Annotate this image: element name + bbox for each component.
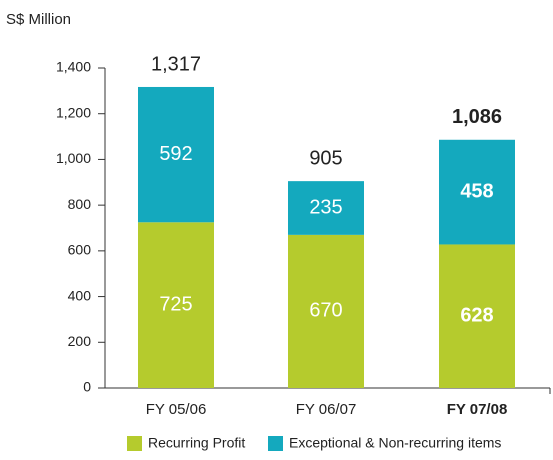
total-label: 905 — [309, 147, 342, 169]
value-label: 235 — [309, 196, 342, 218]
value-label: 725 — [159, 293, 192, 315]
legend-label: Exceptional & Non-recurring items — [289, 435, 501, 451]
legend-label: Recurring Profit — [148, 435, 245, 451]
bar-segment — [288, 234, 364, 388]
y-tick-label: 600 — [68, 242, 92, 258]
value-label: 628 — [460, 305, 493, 327]
value-label: 670 — [309, 300, 342, 322]
value-label: 592 — [159, 143, 192, 165]
y-tick-label: 1,000 — [56, 150, 91, 166]
bar-segment — [439, 244, 515, 388]
y-tick-label: 0 — [83, 379, 91, 395]
y-axis-label: S$ Million — [6, 11, 71, 28]
x-tick-label: FY 05/06 — [146, 401, 207, 418]
y-tick-label: 800 — [68, 196, 92, 212]
legend-swatch — [127, 436, 142, 451]
legend-swatch — [268, 436, 283, 451]
x-tick-label: FY 07/08 — [447, 401, 508, 418]
total-label: 1,317 — [151, 53, 201, 75]
total-label: 1,086 — [452, 106, 502, 128]
x-tick-label: FY 06/07 — [296, 401, 357, 418]
bar-segment — [439, 139, 515, 245]
y-tick-label: 1,400 — [56, 59, 91, 75]
y-tick-label: 200 — [68, 333, 92, 349]
value-label: 458 — [460, 180, 493, 202]
y-tick-label: 1,200 — [56, 104, 91, 120]
bar-segment — [138, 222, 214, 388]
bar-segment — [288, 181, 364, 235]
y-tick-label: 400 — [68, 287, 92, 303]
bar-segment — [138, 86, 214, 223]
